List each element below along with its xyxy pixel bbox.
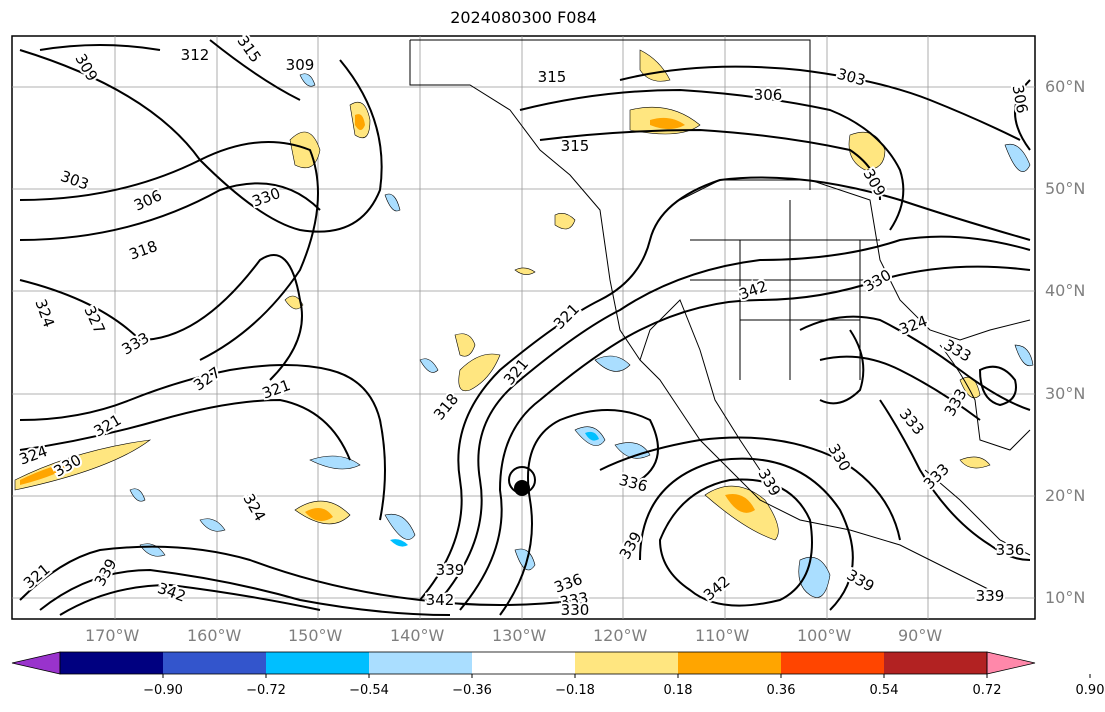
lat-label: 30°N xyxy=(1045,384,1086,403)
colorbar-extend-high xyxy=(986,651,1036,675)
colorbar-segment xyxy=(575,652,679,674)
contour-label: 315 xyxy=(538,68,567,86)
colorbar-segment xyxy=(266,652,370,674)
lon-label: 130°W xyxy=(492,626,547,645)
lon-label: 170°W xyxy=(85,626,140,645)
lon-label: 100°W xyxy=(797,626,852,645)
map-title: 2024080300 F084 xyxy=(450,8,597,27)
colorbar-tick-label: −0.18 xyxy=(555,683,595,698)
contour-label: 306 xyxy=(754,86,783,104)
colorbar-segment xyxy=(163,652,267,674)
contour-label: 342 xyxy=(426,591,455,609)
lat-label: 50°N xyxy=(1045,179,1086,198)
lon-label: 90°W xyxy=(898,626,943,645)
contour-label: 330 xyxy=(561,601,590,619)
colorbar-tick-label: 0.18 xyxy=(663,683,693,698)
colorbar-tick-label: 0.72 xyxy=(972,683,1002,698)
colorbar-tick-label: 0.90 xyxy=(1075,683,1105,698)
contour-label: 309 xyxy=(286,56,315,74)
lon-label: 160°W xyxy=(187,626,242,645)
contours xyxy=(19,39,1031,616)
colorbar-outline xyxy=(59,651,988,675)
contour-label: 315 xyxy=(561,137,590,155)
lat-label: 20°N xyxy=(1045,486,1086,505)
colorbar-segment xyxy=(369,652,473,674)
colorbar-segment xyxy=(781,652,885,674)
colorbar-extend-low xyxy=(11,651,61,675)
contour-label: 336 xyxy=(996,541,1025,559)
negative-shading xyxy=(129,73,1034,598)
lat-label: 10°N xyxy=(1045,588,1086,607)
colorbar xyxy=(11,651,1091,678)
storm-marker xyxy=(508,466,536,496)
lat-label: 40°N xyxy=(1045,281,1086,300)
colorbar-tick-label: −0.90 xyxy=(143,683,183,698)
contour-label: 312 xyxy=(181,46,210,64)
lon-label: 120°W xyxy=(593,626,648,645)
coastlines xyxy=(409,39,1031,591)
colorbar-tick-label: 0.36 xyxy=(766,683,796,698)
lat-label: 60°N xyxy=(1045,77,1086,96)
colorbar-tick-label: −0.54 xyxy=(349,683,389,698)
contour-label: 339 xyxy=(976,587,1005,605)
lon-label: 140°W xyxy=(390,626,445,645)
colorbar-segment xyxy=(472,652,576,674)
contour-label: 339 xyxy=(436,561,465,579)
positive-shading xyxy=(14,49,991,541)
colorbar-tick-label: −0.72 xyxy=(246,683,286,698)
colorbar-segment xyxy=(678,652,782,674)
colorbar-segment xyxy=(884,652,988,674)
lon-label: 110°W xyxy=(695,626,750,645)
lon-label: 150°W xyxy=(288,626,343,645)
colorbar-tick-label: −0.36 xyxy=(452,683,492,698)
colorbar-tick-label: 0.54 xyxy=(869,683,899,698)
colorbar-segment xyxy=(60,652,164,674)
